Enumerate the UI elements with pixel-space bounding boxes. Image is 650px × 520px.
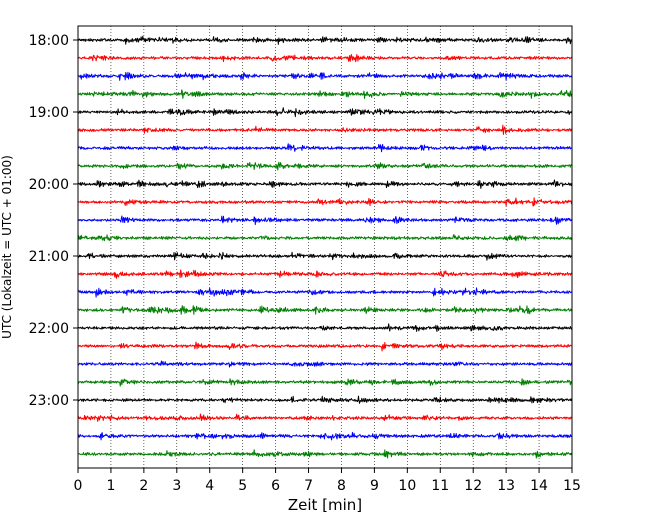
x-axis-label: Zeit [min] [288,496,362,514]
trace-2045 [77,234,573,242]
trace-2215 [77,341,573,352]
trace-layer [77,35,573,459]
x-tick-label: 13 [497,478,515,494]
y-tick-label: 18:00 [29,33,69,49]
trace-2145 [77,305,573,315]
trace-2300 [77,395,573,404]
trace-1900 [77,107,573,118]
y-axis-label: UTC (Lokalzeit = UTC + 01:00) [0,155,14,339]
x-tick-label: 2 [139,478,148,494]
plot-frame [77,25,573,469]
x-tick-label: 7 [304,478,313,494]
y-tick-label: 22:00 [29,321,69,337]
x-tick-label: 0 [74,478,83,494]
trace-2115 [77,269,573,279]
x-tick-label: 3 [172,478,181,494]
y-tick-label: 23:00 [29,393,69,409]
trace-2200 [77,323,573,332]
trace-1800 [77,35,573,45]
x-tick-label: 4 [205,478,214,494]
trace-2100 [77,251,573,261]
trace-2345 [77,449,573,459]
trace-2130 [77,287,573,298]
trace-2315 [77,413,573,422]
trace-2015 [77,197,573,207]
trace-1815 [77,54,573,63]
x-tick-label: 5 [238,478,247,494]
y-axis: 18:00 19:00 20:00 21:00 22:00 23:00 [29,33,78,409]
x-tick-label: 11 [431,478,449,494]
trace-1845 [77,89,573,100]
trace-1945 [77,161,573,171]
trace-1915 [77,124,573,135]
trace-2245 [77,378,573,387]
x-tick-label: 15 [563,478,581,494]
trace-2000 [77,179,573,189]
y-tick-label: 21:00 [29,249,69,265]
trace-1830 [77,71,573,81]
x-tick-label: 8 [337,478,346,494]
x-axis: 0 1 2 3 4 5 6 7 8 9 10 11 12 13 14 15 [74,468,581,494]
y-tick-label: 20:00 [29,177,69,193]
x-tick-label: 1 [106,478,115,494]
x-tick-label: 9 [370,478,379,494]
x-tick-label: 14 [530,478,548,494]
x-tick-label: 10 [398,478,416,494]
x-tick-label: 6 [271,478,280,494]
trace-1930 [77,143,573,153]
y-tick-label: 19:00 [29,105,69,121]
trace-2230 [77,360,573,368]
trace-2030 [77,215,573,226]
x-tick-label: 12 [464,478,482,494]
trace-2330 [77,431,573,441]
